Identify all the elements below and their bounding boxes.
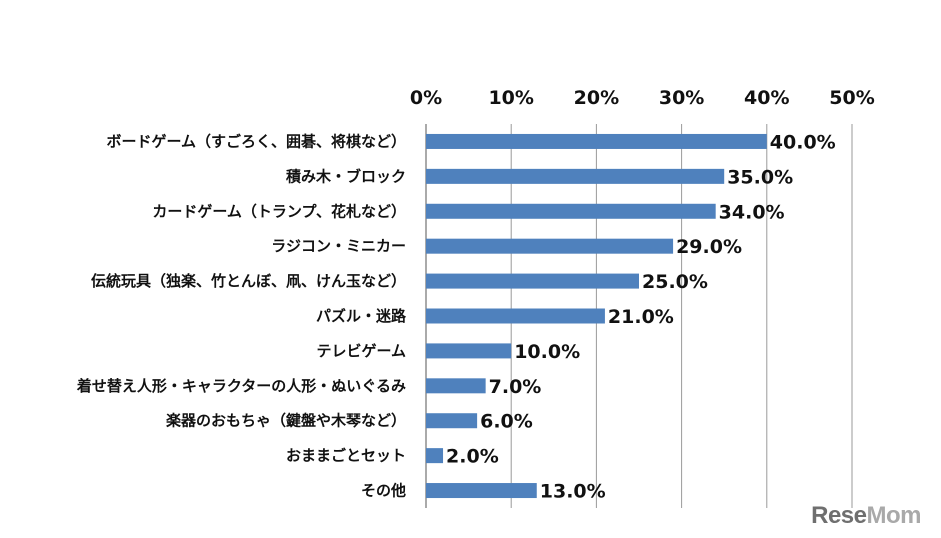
value-label-6: 10.0% [514, 341, 580, 363]
category-label-9: おままごとセット [286, 447, 406, 465]
value-label-3: 29.0% [676, 236, 742, 258]
bar-2 [426, 203, 716, 219]
bar-4 [426, 273, 639, 289]
category-label-2: カードゲーム（トランプ、花札など） [152, 202, 406, 220]
bar-5 [426, 308, 605, 324]
bar-3 [426, 238, 674, 254]
x-tick-label-40: 40% [744, 87, 789, 109]
category-label-4: 伝統玩具（独楽、竹とんぼ、凧、けん玉など） [91, 272, 406, 290]
x-tick-label-0: 0% [410, 87, 442, 109]
category-label-5: パズル・迷路 [316, 307, 407, 325]
bar-10 [426, 483, 537, 499]
category-label-0: ボードゲーム（すごろく、囲碁、将棋など） [106, 132, 406, 150]
bar-6 [426, 343, 512, 359]
x-tick-label-50: 50% [829, 87, 874, 109]
value-label-9: 2.0% [446, 446, 499, 468]
x-tick-label-10: 10% [488, 87, 533, 109]
category-label-8: 楽器のおもちゃ（鍵盤や木琴など） [166, 412, 406, 430]
value-label-4: 25.0% [642, 271, 708, 293]
value-label-8: 6.0% [480, 411, 533, 433]
category-label-1: 積み木・ブロック [285, 167, 406, 185]
value-label-5: 21.0% [608, 306, 674, 328]
x-tick-label-20: 20% [574, 87, 619, 109]
value-label-0: 40.0% [770, 131, 836, 153]
bar-7 [426, 378, 486, 394]
bar-8 [426, 413, 478, 429]
category-label-6: テレビゲーム [316, 342, 406, 360]
value-label-7: 7.0% [489, 376, 542, 398]
value-label-10: 13.0% [540, 481, 606, 503]
bar-0 [426, 133, 767, 149]
resemom-logo: ReseMom [811, 502, 921, 529]
value-label-2: 34.0% [719, 201, 785, 223]
category-label-3: ラジコン・ミニカー [271, 237, 406, 255]
bar-9 [426, 448, 444, 464]
value-label-1: 35.0% [727, 166, 793, 188]
category-label-7: 着せ替え人形・キャラクターの人形・ぬいぐるみ [76, 377, 406, 395]
category-label-10: その他 [361, 482, 406, 500]
bar-1 [426, 168, 725, 184]
x-tick-label-30: 30% [659, 87, 704, 109]
